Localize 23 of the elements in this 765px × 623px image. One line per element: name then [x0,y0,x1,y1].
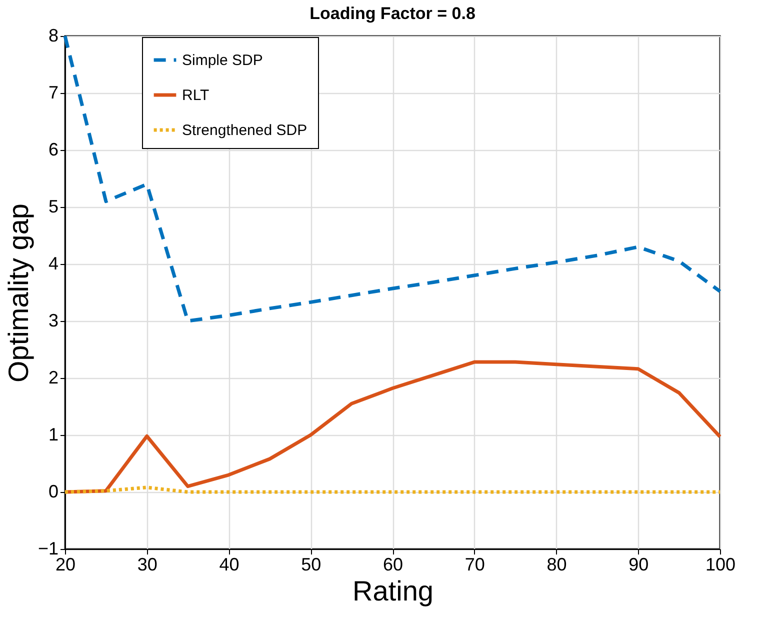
x-tick-label: 70 [464,554,485,574]
x-tick-label: 80 [546,554,567,574]
x-tick-label: 30 [137,554,158,574]
legend-label: Strengthened SDP [182,122,308,139]
y-tick-label: 7 [48,82,58,102]
x-tick-label: 40 [219,554,240,574]
y-tick-label: 4 [48,254,58,274]
y-axis-title: Optimality gap [2,204,34,382]
y-tick-label: 8 [48,26,58,46]
x-tick-label: 60 [382,554,404,574]
y-tick-label: 1 [48,424,58,444]
x-tick-label: 90 [628,554,649,574]
y-tick-label: 3 [48,310,58,330]
y-tick-label: 6 [48,140,58,160]
legend-label: RLT [182,87,210,104]
x-tick-label: 50 [301,554,322,574]
x-tick-label: 100 [705,554,736,574]
legend-label: Simple SDP [182,52,263,69]
x-axis-title: Rating [352,576,434,606]
y-tick-label: 2 [48,368,58,388]
y-tick-label: 0 [48,482,58,502]
y-tick-label: 5 [48,196,58,216]
chart-title: Loading Factor = 0.8 [310,4,476,23]
